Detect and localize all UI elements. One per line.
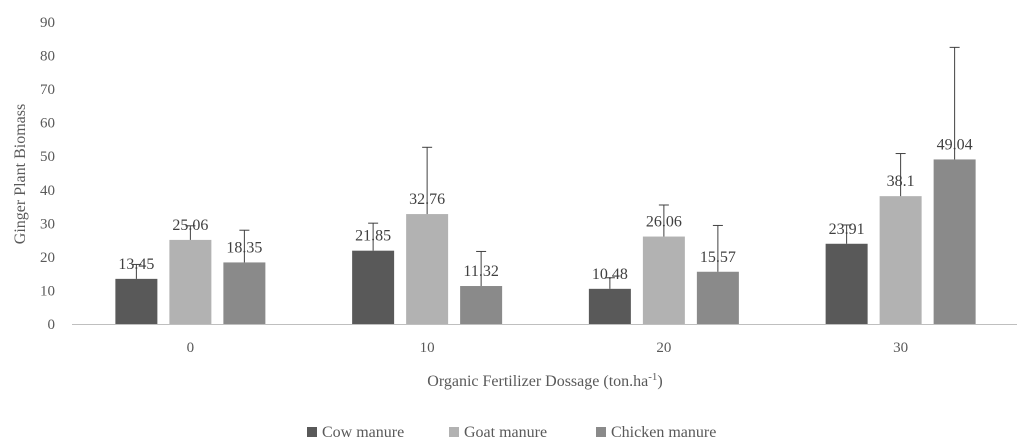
bar	[588, 288, 631, 324]
bar	[696, 271, 739, 324]
y-tick-label: 40	[40, 183, 55, 199]
x-axis-ticks: 0 10 20 30	[187, 340, 909, 356]
x-axis-title-end: )	[657, 373, 662, 390]
bars	[115, 159, 976, 324]
bar	[642, 236, 685, 324]
x-tick-label: 20	[656, 340, 671, 356]
bar	[169, 239, 212, 324]
data-label: 21.85	[355, 228, 391, 245]
y-tick-label: 80	[40, 49, 55, 65]
x-axis-title: Organic Fertilizer Dossage (ton.ha-1)	[427, 371, 662, 390]
bar	[460, 286, 503, 324]
x-axis-title-main: Organic Fertilizer Dossage (ton.ha	[427, 373, 648, 390]
x-tick-label: 10	[420, 340, 435, 356]
legend-label: Chicken manure	[611, 424, 716, 441]
data-label: 23.91	[829, 221, 865, 238]
y-tick-label: 10	[40, 283, 55, 299]
x-axis-title-superscript: -1	[648, 371, 657, 383]
bar	[223, 262, 266, 324]
bar	[879, 196, 922, 324]
data-label: 25.06	[172, 217, 208, 234]
y-axis-title: Ginger Plant Biomass	[12, 104, 29, 244]
bar	[933, 159, 976, 324]
y-tick-label: 0	[48, 317, 56, 333]
legend-swatch	[307, 427, 317, 437]
y-tick-label: 30	[40, 216, 55, 232]
legend: Cow manure Goat manure Chicken manure	[307, 424, 716, 441]
data-label: 10.48	[592, 266, 628, 283]
y-tick-label: 70	[40, 82, 55, 98]
y-tick-label: 20	[40, 250, 55, 266]
data-label: 38.1	[887, 173, 915, 190]
data-label: 15.57	[700, 249, 736, 266]
legend-label: Goat manure	[464, 424, 547, 441]
bar	[825, 243, 868, 324]
x-tick-label: 30	[893, 340, 908, 356]
data-label: 18.35	[226, 239, 262, 256]
data-labels: 13.45 25.06 18.35 21.85 32.76 11.32 10.48 26.06…	[118, 136, 972, 282]
y-tick-label: 60	[40, 116, 55, 132]
y-tick-label: 50	[40, 149, 55, 165]
y-axis-ticks: 0 10 20 30 40 50 60 70 80 90	[40, 15, 55, 333]
data-label: 32.76	[409, 191, 445, 208]
legend-swatch	[596, 427, 606, 437]
data-label: 13.45	[118, 256, 154, 273]
bar	[352, 250, 395, 324]
error-bars	[131, 46, 960, 289]
bar	[115, 278, 158, 324]
legend-label: Cow manure	[322, 424, 404, 441]
bar	[406, 214, 449, 324]
data-label: 26.06	[646, 214, 682, 231]
y-tick-label: 90	[40, 15, 55, 31]
legend-swatch	[449, 427, 459, 437]
data-label: 49.04	[937, 136, 973, 153]
data-label: 11.32	[463, 263, 498, 280]
x-tick-label: 0	[187, 340, 195, 356]
